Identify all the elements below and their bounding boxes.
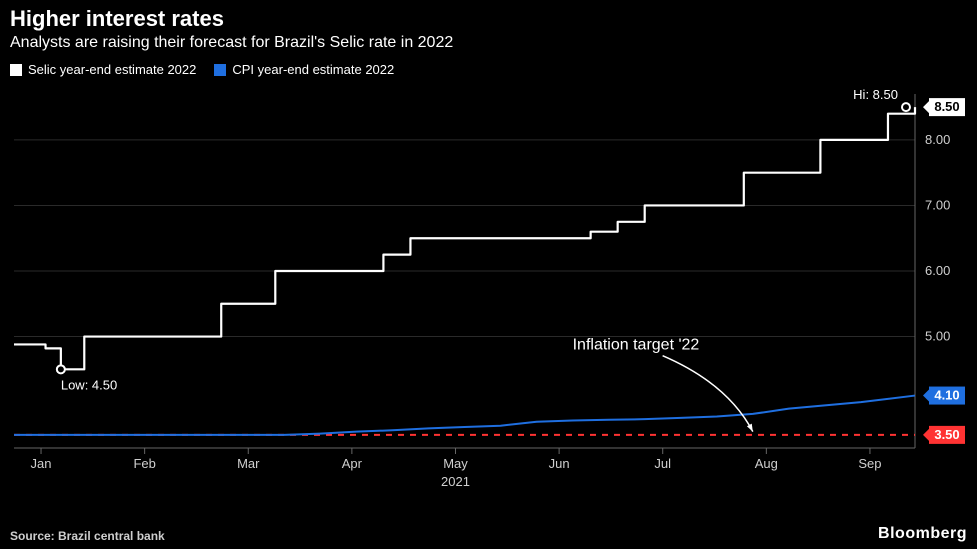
plot-area: 5.00 6.00 7.00 8.00 8.50 4.10 3.50 Jan Feb Mar Apr… bbox=[10, 88, 967, 496]
lo-marker-label: Low: 4.50 bbox=[61, 377, 117, 392]
x-tick-label: Feb bbox=[133, 456, 155, 471]
chart-container: Higher interest rates Analysts are raisi… bbox=[0, 0, 977, 549]
legend-item-cpi: CPI year-end estimate 2022 bbox=[214, 62, 394, 77]
legend: Selic year-end estimate 2022 CPI year-en… bbox=[10, 62, 394, 77]
x-tick-label: Jun bbox=[549, 456, 570, 471]
legend-swatch-selic bbox=[10, 64, 22, 76]
x-tick-label: Apr bbox=[342, 456, 363, 471]
svg-text:8.50: 8.50 bbox=[934, 99, 959, 114]
legend-item-selic: Selic year-end estimate 2022 bbox=[10, 62, 196, 77]
y-tick-label: 5.00 bbox=[925, 329, 950, 344]
x-tick-label: Jul bbox=[654, 456, 671, 471]
x-tick-label: Jan bbox=[31, 456, 52, 471]
chart-subtitle: Analysts are raising their forecast for … bbox=[10, 34, 453, 52]
svg-text:4.10: 4.10 bbox=[934, 388, 959, 403]
y-tick-label: 7.00 bbox=[925, 197, 950, 212]
y-tick-boxed: 3.50 bbox=[923, 426, 965, 444]
x-tick-label: Sep bbox=[858, 456, 881, 471]
x-tick-label: May bbox=[443, 456, 468, 471]
y-tick-boxed: 8.50 bbox=[923, 98, 965, 116]
y-tick-label: 8.00 bbox=[925, 132, 950, 147]
x-tick-label: Mar bbox=[237, 456, 260, 471]
chart-svg: 5.00 6.00 7.00 8.00 8.50 4.10 3.50 Jan Feb Mar Apr… bbox=[10, 88, 967, 496]
legend-label-cpi: CPI year-end estimate 2022 bbox=[232, 62, 394, 77]
chart-title: Higher interest rates bbox=[10, 6, 224, 32]
y-tick-boxed: 4.10 bbox=[923, 387, 965, 405]
y-tick-label: 6.00 bbox=[925, 263, 950, 278]
x-tick-label: Aug bbox=[755, 456, 778, 471]
legend-label-selic: Selic year-end estimate 2022 bbox=[28, 62, 196, 77]
x-axis-title: 2021 bbox=[441, 474, 470, 489]
legend-swatch-cpi bbox=[214, 64, 226, 76]
hi-marker-label: Hi: 8.50 bbox=[853, 88, 898, 102]
source-label: Source: Brazil central bank bbox=[10, 529, 165, 543]
svg-text:3.50: 3.50 bbox=[934, 427, 959, 442]
series-selic bbox=[14, 107, 915, 369]
annotation-label: Inflation target '22 bbox=[573, 337, 700, 354]
series-cpi bbox=[14, 396, 915, 435]
brand-label: Bloomberg bbox=[878, 525, 967, 543]
